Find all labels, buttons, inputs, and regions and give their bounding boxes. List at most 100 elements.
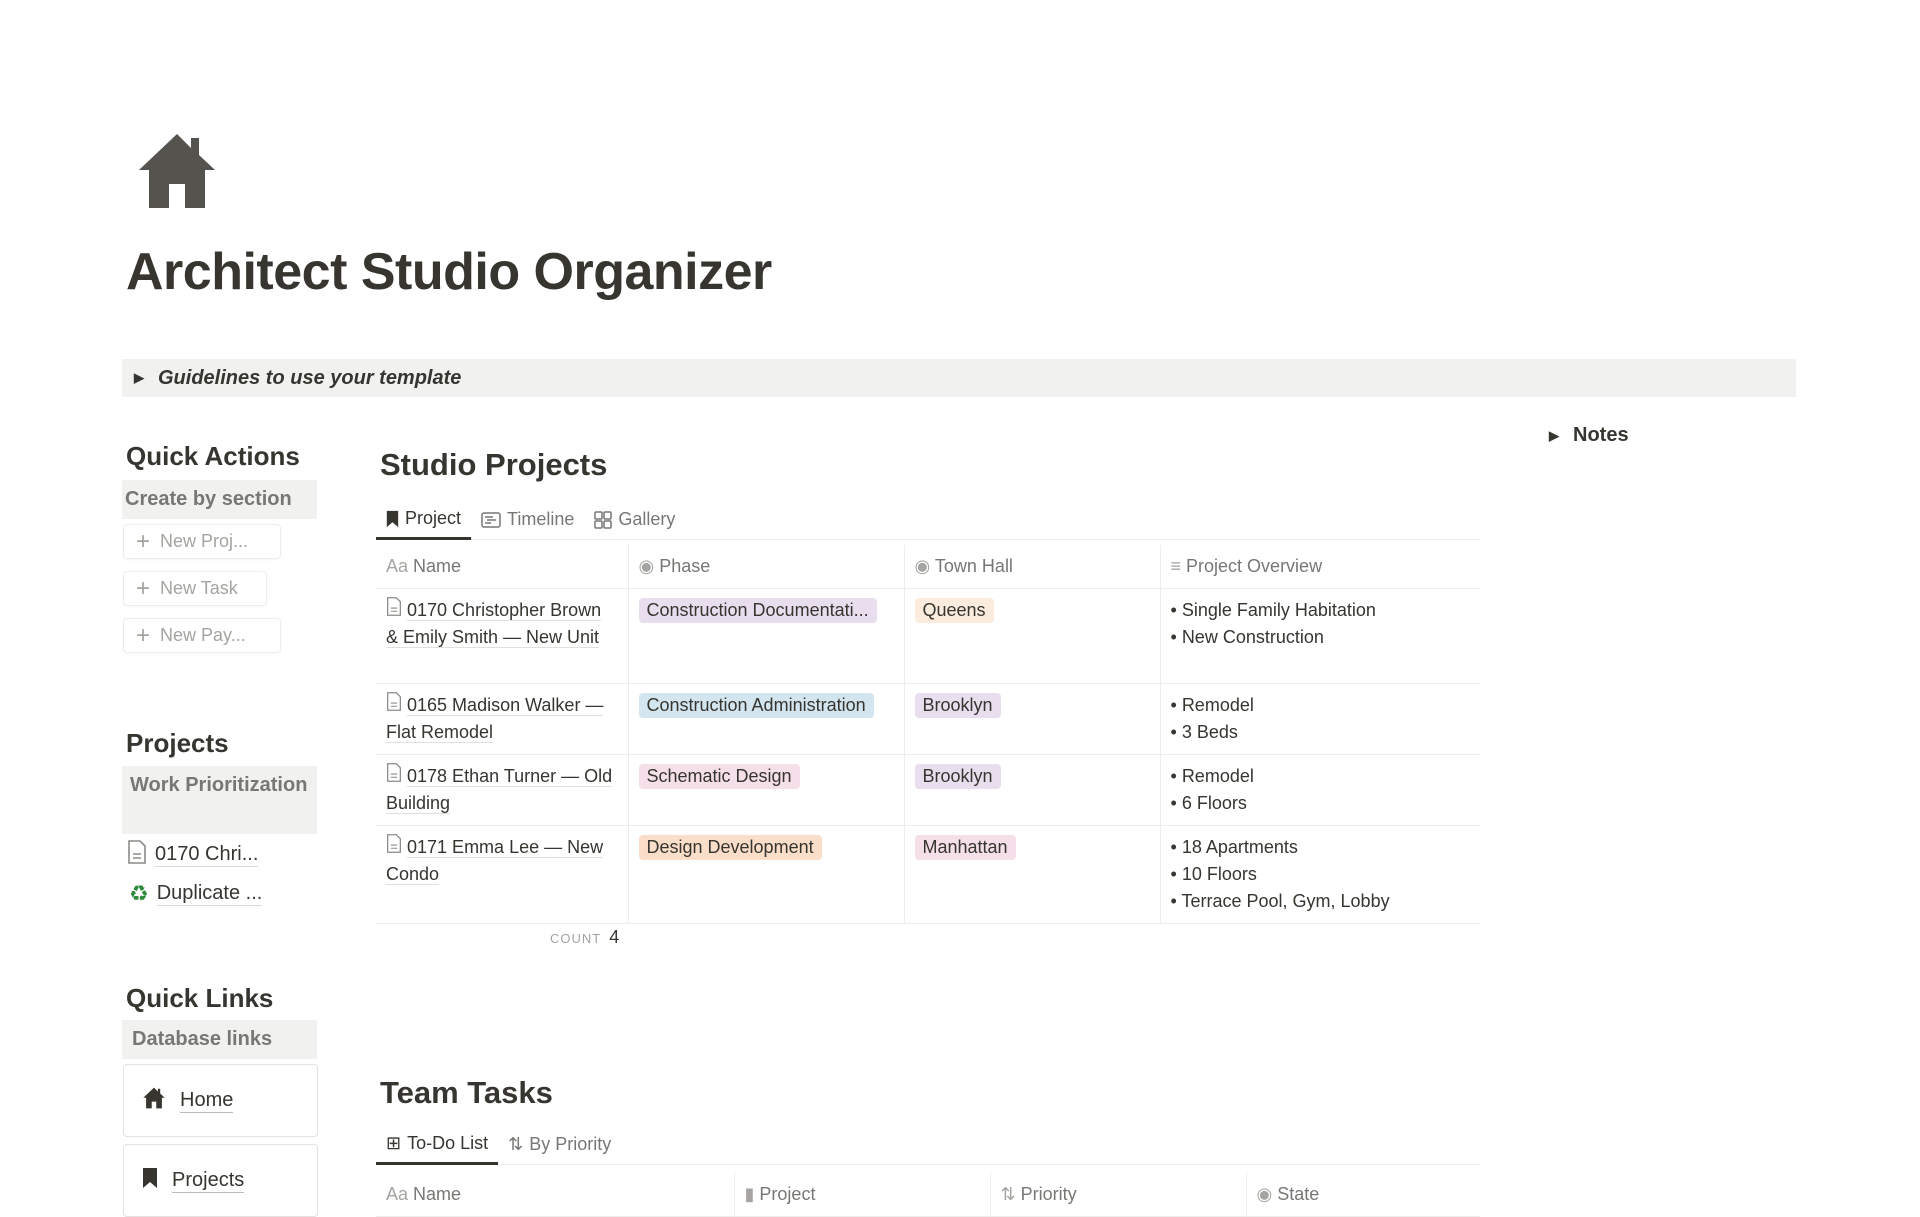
triangle-right-icon: ▶ [1549,427,1559,443]
overview-bullet: 10 Floors [1171,861,1471,888]
table-icon: ⊞ [386,1133,402,1153]
cell-town-hall[interactable]: Queens [904,588,1161,684]
cell-phase[interactable]: Design Development [628,825,905,924]
phase-tag: Schematic Design [638,763,800,789]
cell-town-hall[interactable]: Manhattan [904,825,1161,924]
link-label: 0170 Chri... [155,843,259,867]
header-label: Name [413,1183,462,1204]
town-hall-tag: Queens [914,597,994,623]
document-icon [386,596,402,620]
tab-label: To-Do List [407,1133,489,1153]
tab-label: Timeline [507,509,575,529]
cell-name[interactable]: 0170 Christopher Brown & Emily Smith — N… [376,588,629,684]
table-row[interactable]: 0171 Emma Lee — New Condo Design Develop… [376,825,1480,924]
cell-town-hall[interactable]: Brooklyn [904,754,1161,826]
cell-phase[interactable]: Construction Documentati... [628,588,905,684]
phase-tag: Design Development [638,834,822,860]
document-icon [386,833,402,857]
button-label: New Pay... [160,625,246,645]
page-title: Architect Studio Organizer [126,243,772,301]
tab-label: Gallery [618,509,676,529]
overview-bullet: New Construction [1171,624,1471,651]
tab-to-do-list[interactable]: ⊞ To-Do List [376,1133,499,1165]
document-icon [386,762,402,786]
table-row[interactable]: 0170 Christopher Brown & Emily Smith — N… [376,588,1480,684]
count-value: 4 [609,927,620,947]
link-label: Duplicate ... [156,882,263,906]
team-tasks-heading: Team Tasks [380,1075,553,1110]
cell-phase[interactable]: Construction Administration [628,683,905,755]
column-header-name[interactable]: Aa Name [376,1173,735,1217]
studio-projects-tabs: Project Timeline Gallery [376,508,1480,540]
quick-links-heading: Quick Links [126,983,274,1013]
tab-gallery[interactable]: Gallery [584,508,685,539]
cell-name[interactable]: 0178 Ethan Turner — Old Building [376,754,629,826]
overview-bullet: Terrace Pool, Gym, Lobby [1171,888,1471,915]
guidelines-toggle[interactable]: ▶ Guidelines to use your template [122,359,1796,397]
town-hall-tag: Brooklyn [914,692,1001,718]
duplicate-link[interactable]: ♻ Duplicate ... [129,881,263,907]
plus-icon: + [136,621,151,649]
button-label: New Proj... [160,531,249,551]
new-task-button[interactable]: + New Task [123,571,267,606]
cell-name[interactable]: 0165 Madison Walker — Flat Remodel [376,683,629,755]
count-footer: COUNT 4 [550,927,619,948]
header-label: Project Overview [1186,555,1323,576]
column-header-project-overview[interactable]: ≡ Project Overview [1160,545,1480,589]
tab-by-priority[interactable]: ⇅ By Priority [498,1133,621,1164]
tab-label: By Priority [529,1134,612,1154]
column-header-phase[interactable]: ◉ Phase [628,545,905,589]
button-label: New Task [160,578,238,598]
text-property-icon: Aa [386,1183,409,1204]
select-property-icon: ◉ [638,555,655,576]
card-label: Projects [172,1168,245,1193]
cell-town-hall[interactable]: Brooklyn [904,683,1161,755]
house-icon [142,1087,166,1115]
column-header-priority[interactable]: ⇅ Priority [990,1173,1247,1217]
new-payment-button[interactable]: + New Pay... [123,618,281,653]
column-header-town-hall[interactable]: ◉ Town Hall [904,545,1161,589]
tasks-table: Aa Name ▮ Project ⇅ Priority ◉ State [376,1173,1480,1217]
column-header-state[interactable]: ◉ State [1246,1173,1480,1217]
projects-link-card[interactable]: Projects [123,1144,318,1217]
page-icon-house [137,132,217,215]
header-label: Town Hall [934,555,1013,576]
tab-project[interactable]: Project [376,508,472,540]
column-header-project[interactable]: ▮ Project [734,1173,991,1217]
cell-project-overview[interactable]: Remodel6 Floors [1160,754,1480,826]
quick-actions-heading: Quick Actions [126,441,300,471]
town-hall-tag: Manhattan [914,834,1016,860]
column-header-name[interactable]: Aa Name [376,545,629,589]
plus-icon: + [136,527,151,555]
notes-toggle[interactable]: ▶ Notes [1549,424,1629,447]
triangle-right-icon: ▶ [134,370,144,385]
project-link[interactable]: 0170 Chri... [127,840,259,870]
home-link-card[interactable]: Home [123,1064,318,1137]
work-prioritization-callout: Work Prioritization [122,766,317,834]
header-label: Phase [659,555,711,576]
overview-bullet: Remodel [1171,763,1471,790]
cell-phase[interactable]: Schematic Design [628,754,905,826]
cell-name[interactable]: 0171 Emma Lee — New Condo [376,825,629,924]
cell-project-overview[interactable]: Remodel3 Beds [1160,683,1480,755]
text-lines-icon: ≡ [1170,555,1182,576]
new-project-button[interactable]: + New Proj... [123,524,281,559]
plus-icon: + [136,574,151,602]
table-row[interactable]: 0178 Ethan Turner — Old Building Schemat… [376,754,1480,826]
timeline-icon [481,511,501,528]
notes-label: Notes [1573,424,1629,446]
phase-tag: Construction Documentati... [638,597,877,623]
cell-project-overview[interactable]: 18 Apartments10 FloorsTerrace Pool, Gym,… [1160,825,1480,924]
gallery-icon [594,510,613,529]
cell-project-overview[interactable]: Single Family HabitationNew Construction [1160,588,1480,684]
document-icon [386,691,402,715]
sort-icon: ⇅ [508,1134,524,1154]
count-label: COUNT [550,931,602,946]
overview-bullet: 3 Beds [1171,719,1471,746]
tab-timeline[interactable]: Timeline [471,508,584,539]
table-row[interactable]: 0165 Madison Walker — Flat Remodel Const… [376,683,1480,755]
document-icon [127,840,147,870]
project-name: 0178 Ethan Turner — Old Building [386,765,613,814]
team-tasks-tabs: ⊞ To-Do List ⇅ By Priority [376,1133,1480,1165]
projects-table: Aa Name ◉ Phase ◉ Town Hall ≡ Project Ov… [376,545,1480,924]
